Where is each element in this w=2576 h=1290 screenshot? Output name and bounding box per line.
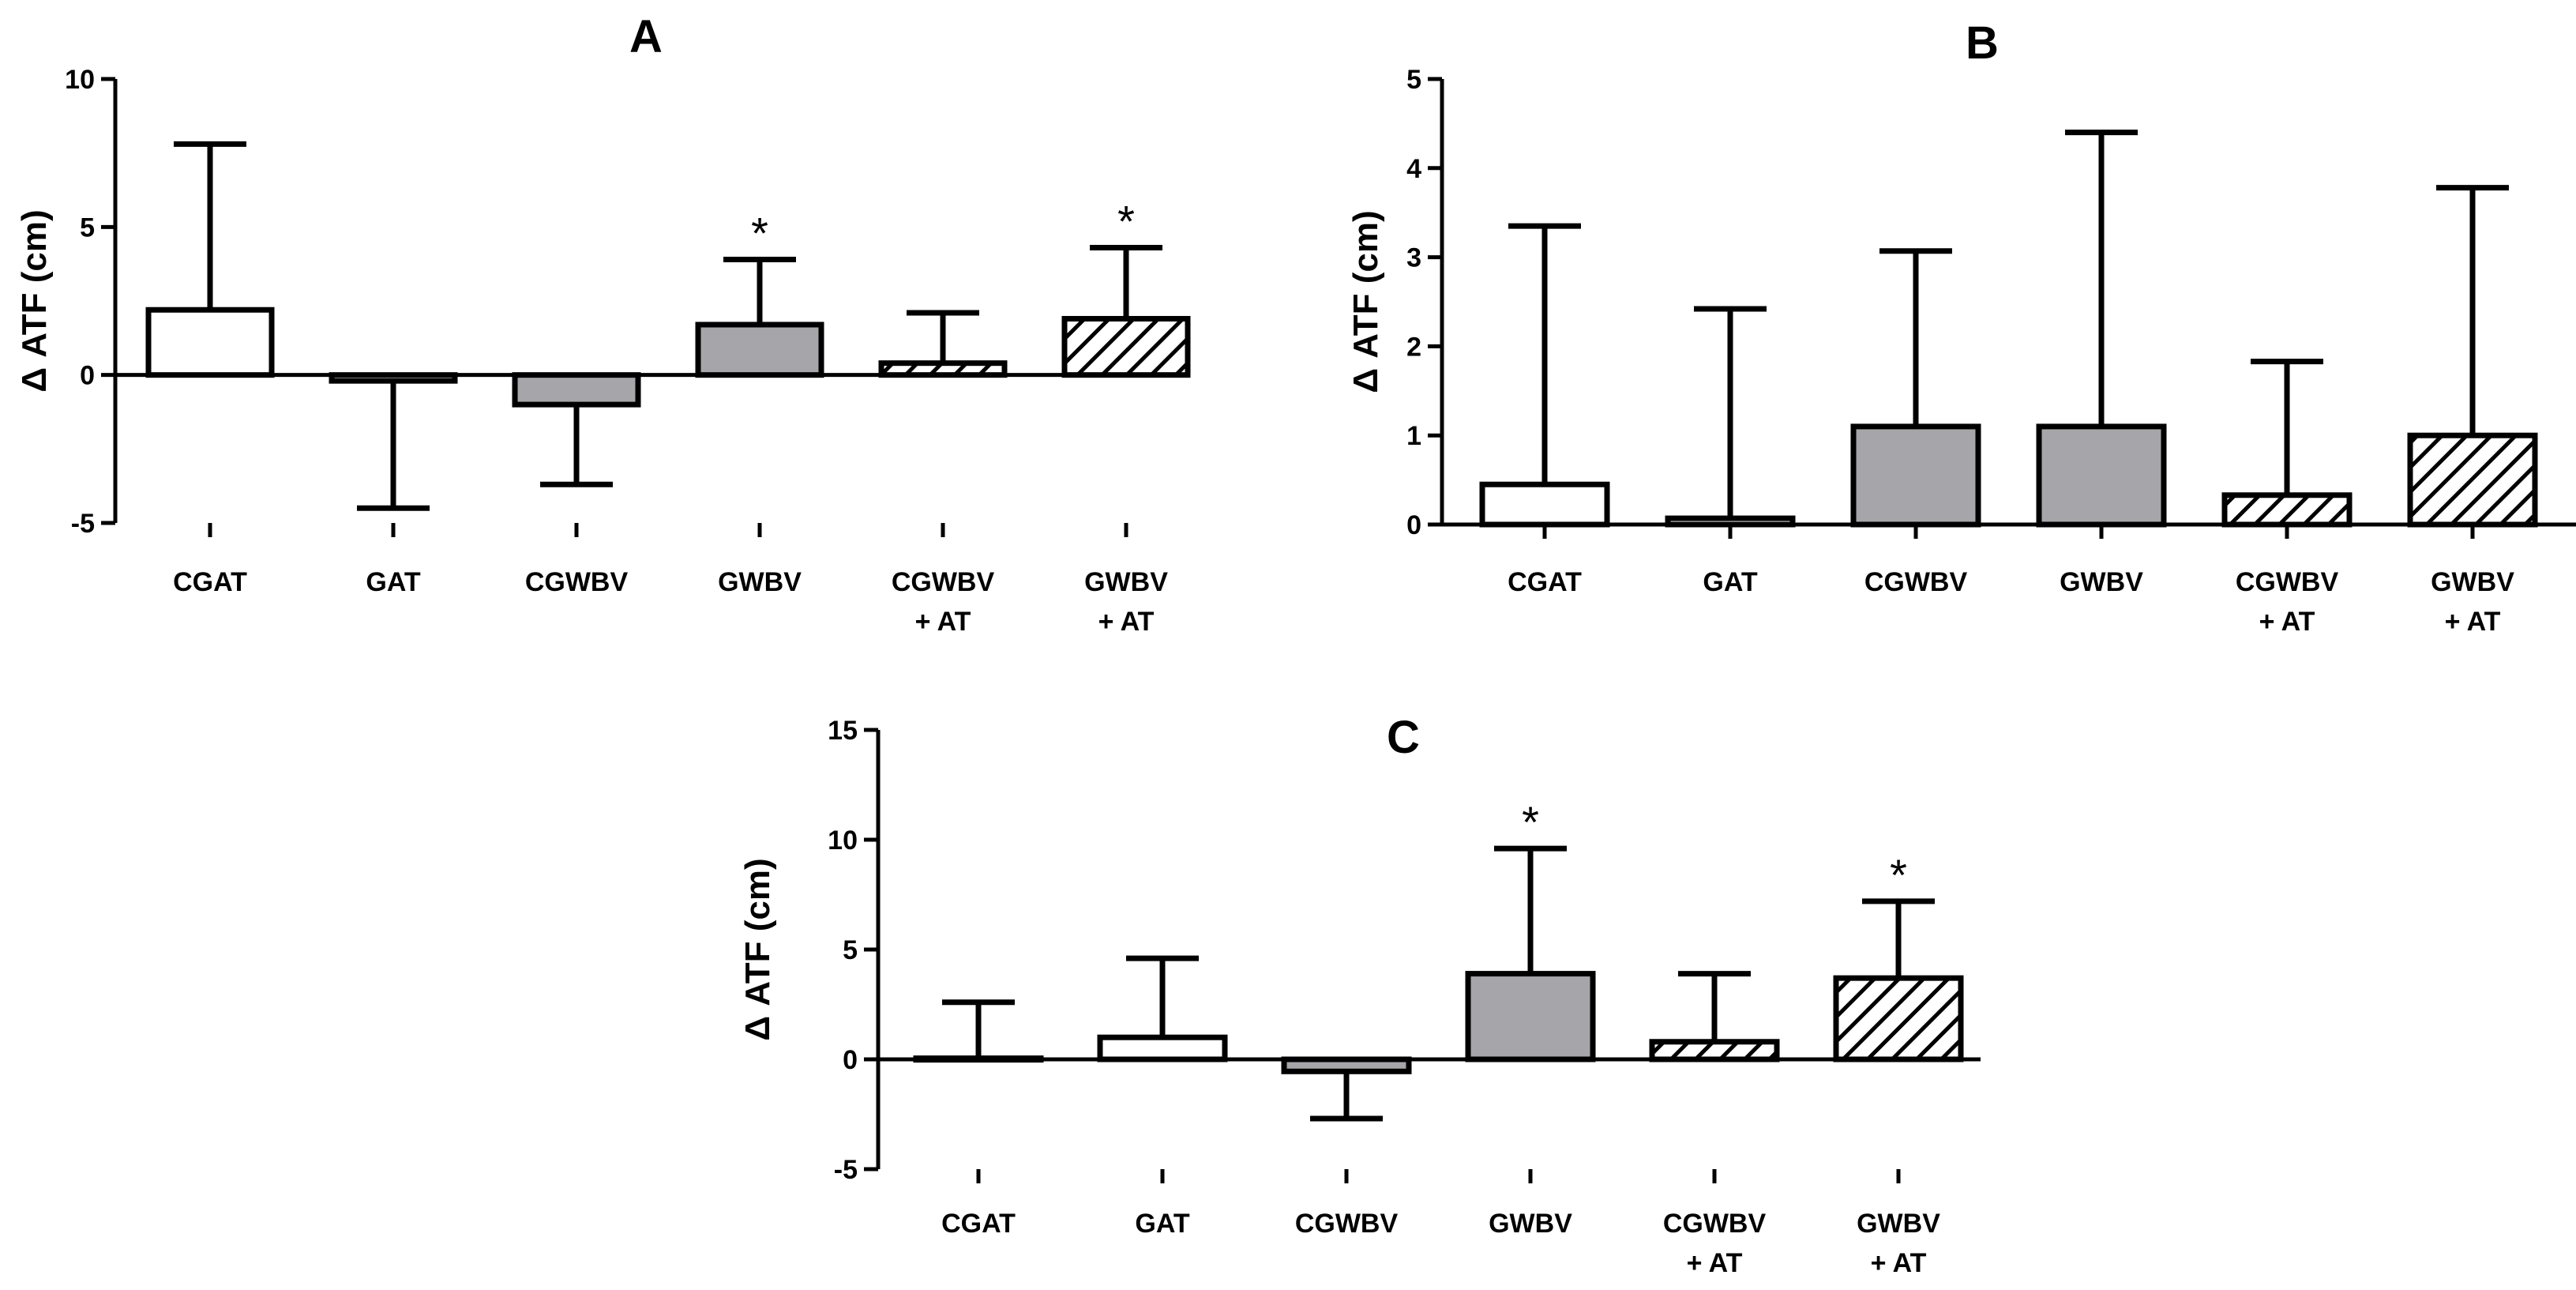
bar [1479,481,1610,528]
y-tick-label: -5 [834,1155,858,1185]
x-tick-label: GWBV [2060,567,2143,597]
bar [1850,423,1981,528]
y-tick-label: 5 [1406,65,1421,95]
x-tick-label: GWBV [1857,1209,1940,1239]
significance-marker: * [1522,797,1539,847]
bar [1061,315,1191,378]
x-tick-label: CGAT [941,1209,1016,1239]
y-axis-label: Δ ATF (cm) [738,858,777,1040]
x-tick-label-line2: + AT [2259,607,2315,637]
x-tick-label: CGAT [173,567,247,597]
chart-panel-c: C Δ ATF (cm) * * -5 0 5 10 15 CGAT GAT CGWBV GWBV CGW… [738,712,1981,1278]
bar [2407,432,2538,528]
x-tick-label-line2: + AT [2445,607,2501,637]
chart-panel-b: B Δ ATF (cm) 0 1 2 3 4 5 CGAT GAT CGWBV GWBV CGWBV + … [1346,17,2576,637]
y-axis-label: Δ ATF (cm) [1346,210,1385,393]
y-tick-label: 15 [828,716,858,746]
bar [695,322,824,378]
bar [2036,423,2167,528]
y-tick-label: 0 [1406,510,1421,540]
bar [145,307,275,378]
bar [1097,1034,1228,1062]
x-tick-label: GWBV [718,567,802,597]
y-tick-label: 0 [843,1045,858,1075]
significance-marker: * [1890,850,1907,900]
bar [512,372,641,408]
chart-title: B [1966,17,1999,69]
y-tick-label: 5 [843,935,858,965]
x-tick-label-line2: + AT [1871,1248,1927,1278]
x-tick-label: CGWBV [525,567,629,597]
y-tick-label: 4 [1406,154,1421,184]
bar [1649,1039,1780,1062]
bar [1833,975,1964,1062]
significance-marker: * [751,209,768,258]
x-tick-label-line2: + AT [1098,607,1155,637]
x-tick-label: GWBV [1489,1209,1572,1239]
significance-marker: * [1117,197,1135,246]
y-tick-label: 0 [80,361,95,391]
x-tick-label: CGWBV [892,567,995,597]
x-tick-label: CGWBV [1295,1209,1399,1239]
y-tick-label: 5 [80,212,95,243]
y-tick-label: 3 [1406,243,1421,273]
bar [2221,492,2353,528]
x-tick-label: CGWBV [2236,567,2339,597]
x-tick-label-line2: + AT [915,607,971,637]
x-tick-label: CGWBV [1864,567,1968,597]
x-tick-label: GWBV [2431,567,2514,597]
y-tick-label: 1 [1406,421,1421,451]
x-tick-label: CGAT [1508,567,1582,597]
y-axis-label: Δ ATF (cm) [15,209,54,392]
x-tick-label-line2: + AT [1687,1248,1743,1278]
bar [1465,971,1596,1062]
x-tick-label: CGWBV [1663,1209,1767,1239]
x-tick-label: GAT [1703,567,1757,597]
chart-title: C [1387,712,1420,763]
y-tick-label: 10 [65,65,95,95]
y-tick-label: 2 [1406,332,1421,362]
chart-panel-a: A Δ ATF (cm) * * -5 0 5 10 CGAT GAT CGWBV GWBV CGWBV… [15,11,1191,637]
x-tick-label: GAT [1135,1209,1189,1239]
chart-title: A [629,11,663,62]
y-tick-label: -5 [71,509,95,539]
x-tick-label: GWBV [1084,567,1168,597]
x-tick-label: GAT [366,567,420,597]
y-tick-label: 10 [828,826,858,856]
